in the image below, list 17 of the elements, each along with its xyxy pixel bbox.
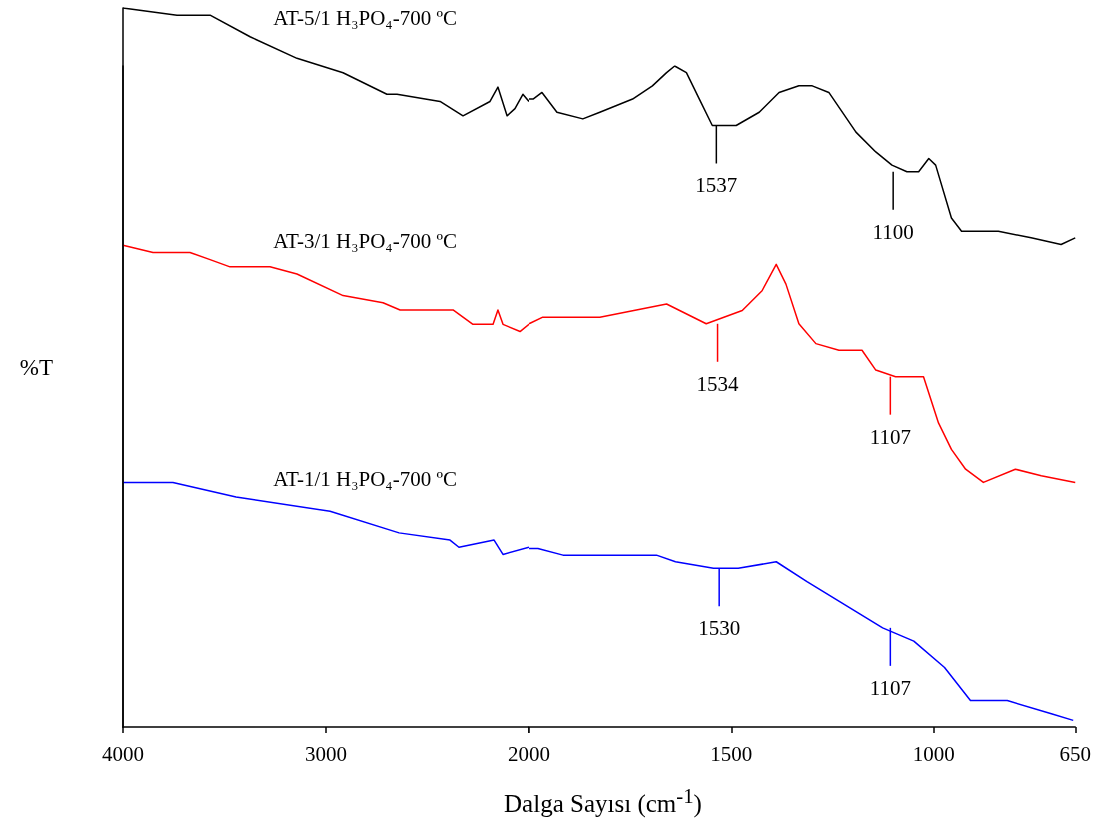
x-tick-label: 2000 bbox=[508, 741, 550, 766]
series-label: AT-1/1 H₃PO₄-700 ºC bbox=[273, 466, 457, 491]
series-label: AT-5/1 H₃PO₄-700 ºC bbox=[273, 6, 457, 30]
x-tick-label: 4000 bbox=[102, 741, 144, 766]
x-tick-label: 1500 bbox=[710, 741, 753, 766]
y-axis-title: %T bbox=[19, 355, 53, 380]
annotation: 1107 bbox=[869, 424, 911, 449]
series-label: AT-3/1 H₃PO₄-700 ºC bbox=[273, 229, 457, 254]
annotation: 1530 bbox=[698, 616, 741, 641]
x-tick-label: 3000 bbox=[305, 741, 347, 766]
x-tick-label: 1000 bbox=[912, 741, 955, 766]
annotation: 1107 bbox=[869, 675, 911, 700]
annotation: 1537 bbox=[695, 173, 738, 198]
annotation: 1100 bbox=[872, 219, 914, 244]
x-tick-label: 650 bbox=[1059, 741, 1091, 766]
x-axis-title: Dalga Sayısı (cm$^{-1}$) bbox=[504, 784, 702, 819]
annotation: 1534 bbox=[696, 371, 740, 396]
